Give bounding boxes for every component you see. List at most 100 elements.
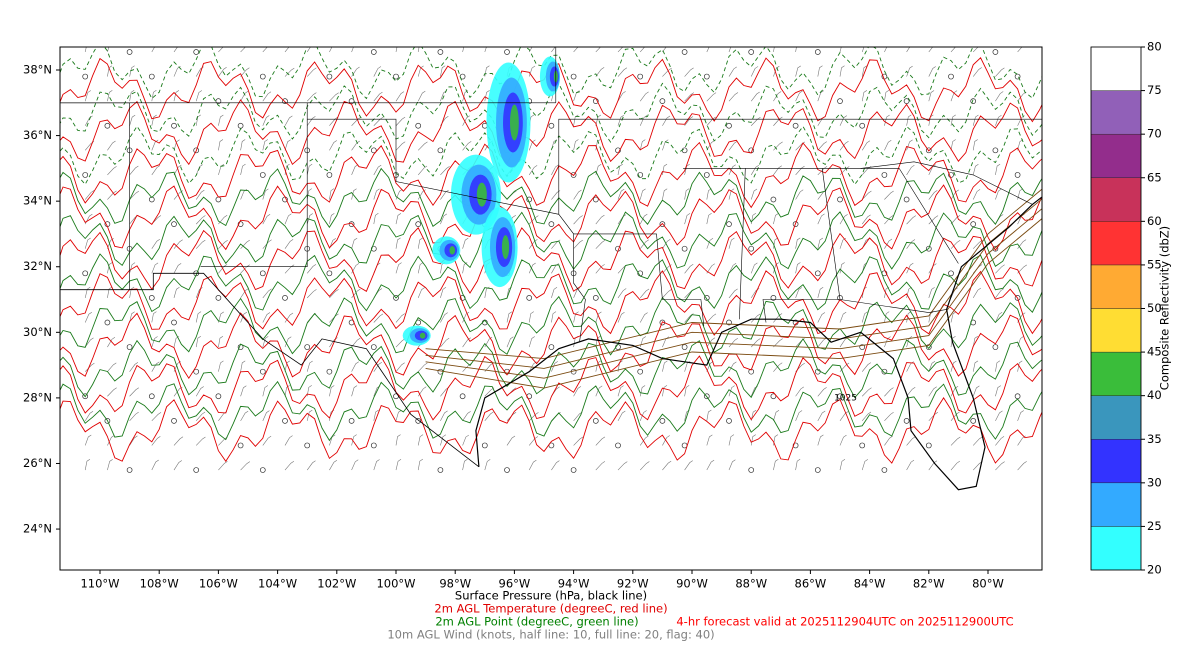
colorbar-segment xyxy=(1090,221,1142,266)
wind-barb xyxy=(639,435,649,446)
wind-barb xyxy=(329,289,339,299)
colorbar-segment xyxy=(1090,395,1142,440)
colorbar-tick-label: 75 xyxy=(1147,83,1162,97)
x-tick-label: 104°W xyxy=(258,577,297,591)
calm-wind xyxy=(282,295,288,301)
wind-barb xyxy=(595,67,605,77)
wind-barb xyxy=(84,362,95,372)
wind-barb xyxy=(151,90,157,102)
wind-barb xyxy=(395,262,402,274)
wind-barb xyxy=(861,47,865,53)
x-tick-label: 108°W xyxy=(140,577,179,591)
wind-barb xyxy=(240,410,249,422)
radar-echo xyxy=(449,246,456,255)
colorbar-tick-label: 20 xyxy=(1147,563,1162,577)
calm-wind xyxy=(992,344,999,350)
calm-wind xyxy=(304,442,311,449)
wind-barb xyxy=(750,262,758,274)
wind-barb xyxy=(861,214,871,225)
colorbar-segment xyxy=(1090,264,1142,309)
colorbar-segment xyxy=(1090,439,1142,484)
calm-wind xyxy=(348,418,355,424)
calm-wind xyxy=(82,172,89,178)
wind-barb xyxy=(306,264,317,274)
calm-wind xyxy=(326,270,333,277)
calm-wind xyxy=(925,147,932,154)
colorbar-tick-label: 45 xyxy=(1147,345,1162,359)
wind-barb xyxy=(573,287,581,299)
wind-barb xyxy=(750,213,757,225)
wind-barb xyxy=(839,311,847,323)
calm-wind xyxy=(792,221,799,227)
calm-wind xyxy=(592,418,599,424)
wind-barb xyxy=(639,410,647,421)
wind-barb xyxy=(417,434,424,446)
wind-barb xyxy=(218,311,225,323)
calm-wind xyxy=(837,98,843,105)
calm-wind xyxy=(237,122,244,129)
wind-barb xyxy=(395,237,401,249)
wind-barb xyxy=(839,140,849,151)
calm-wind xyxy=(259,270,266,277)
calm-wind xyxy=(703,393,710,400)
colorbar-segment xyxy=(1090,90,1142,135)
calm-wind xyxy=(948,270,954,277)
wind-barb xyxy=(262,47,268,53)
wind-barb xyxy=(395,434,401,446)
wind-barb xyxy=(972,67,982,77)
wind-barb xyxy=(284,385,290,397)
caption-dewpoint: 2m AGL Point (degreeC, green line) xyxy=(435,615,638,629)
wind-barb xyxy=(129,435,138,446)
wind-barb xyxy=(928,114,934,126)
x-tick-label: 110°W xyxy=(80,577,119,591)
calm-wind xyxy=(370,344,377,350)
colorbar-segment xyxy=(1090,177,1142,222)
wind-barb xyxy=(884,190,894,200)
wind-barb xyxy=(373,361,382,372)
wind-barb xyxy=(906,239,916,249)
wind-barb xyxy=(84,90,91,102)
calm-wind xyxy=(126,467,133,473)
wind-barb xyxy=(773,47,775,53)
wind-barb xyxy=(306,385,312,397)
calm-wind xyxy=(814,467,821,473)
wind-barb xyxy=(728,434,735,446)
wind-barb xyxy=(884,311,890,323)
x-tick-label: 98°W xyxy=(439,577,471,591)
state-border xyxy=(822,168,959,264)
wind-barb xyxy=(173,164,182,176)
calm-wind xyxy=(437,368,444,375)
caption-temperature: 2m AGL Temperature (degreeC, red line) xyxy=(434,602,667,616)
calm-wind xyxy=(193,49,200,55)
calm-wind xyxy=(992,147,999,154)
wind-barb xyxy=(195,386,204,397)
wind-barb xyxy=(950,139,956,151)
wind-barb xyxy=(484,90,490,102)
wind-barb xyxy=(195,436,206,446)
wind-barb xyxy=(551,287,558,298)
calm-wind xyxy=(681,147,688,154)
wind-barb xyxy=(995,312,1003,323)
wind-barb xyxy=(440,410,448,421)
wind-barb xyxy=(417,458,423,471)
calm-wind xyxy=(659,418,666,424)
wind-barb xyxy=(972,139,978,151)
wind-barb xyxy=(462,141,472,151)
wind-barb xyxy=(684,360,691,372)
wind-barb xyxy=(329,92,339,102)
wind-barb xyxy=(373,66,382,77)
wind-barb xyxy=(173,47,178,53)
wind-barb xyxy=(1017,188,1023,200)
wind-barb xyxy=(373,188,380,200)
wind-barb xyxy=(728,337,738,348)
calm-wind xyxy=(215,98,222,105)
calm-wind xyxy=(215,196,222,203)
y-tick-label: 38°N xyxy=(23,63,52,77)
calm-wind xyxy=(1014,73,1021,80)
wind-barb xyxy=(240,47,246,53)
wind-barb xyxy=(884,90,890,102)
wind-barb xyxy=(240,288,249,299)
wind-barb xyxy=(262,115,270,126)
wind-barb xyxy=(351,140,360,151)
wind-barb xyxy=(906,215,916,225)
